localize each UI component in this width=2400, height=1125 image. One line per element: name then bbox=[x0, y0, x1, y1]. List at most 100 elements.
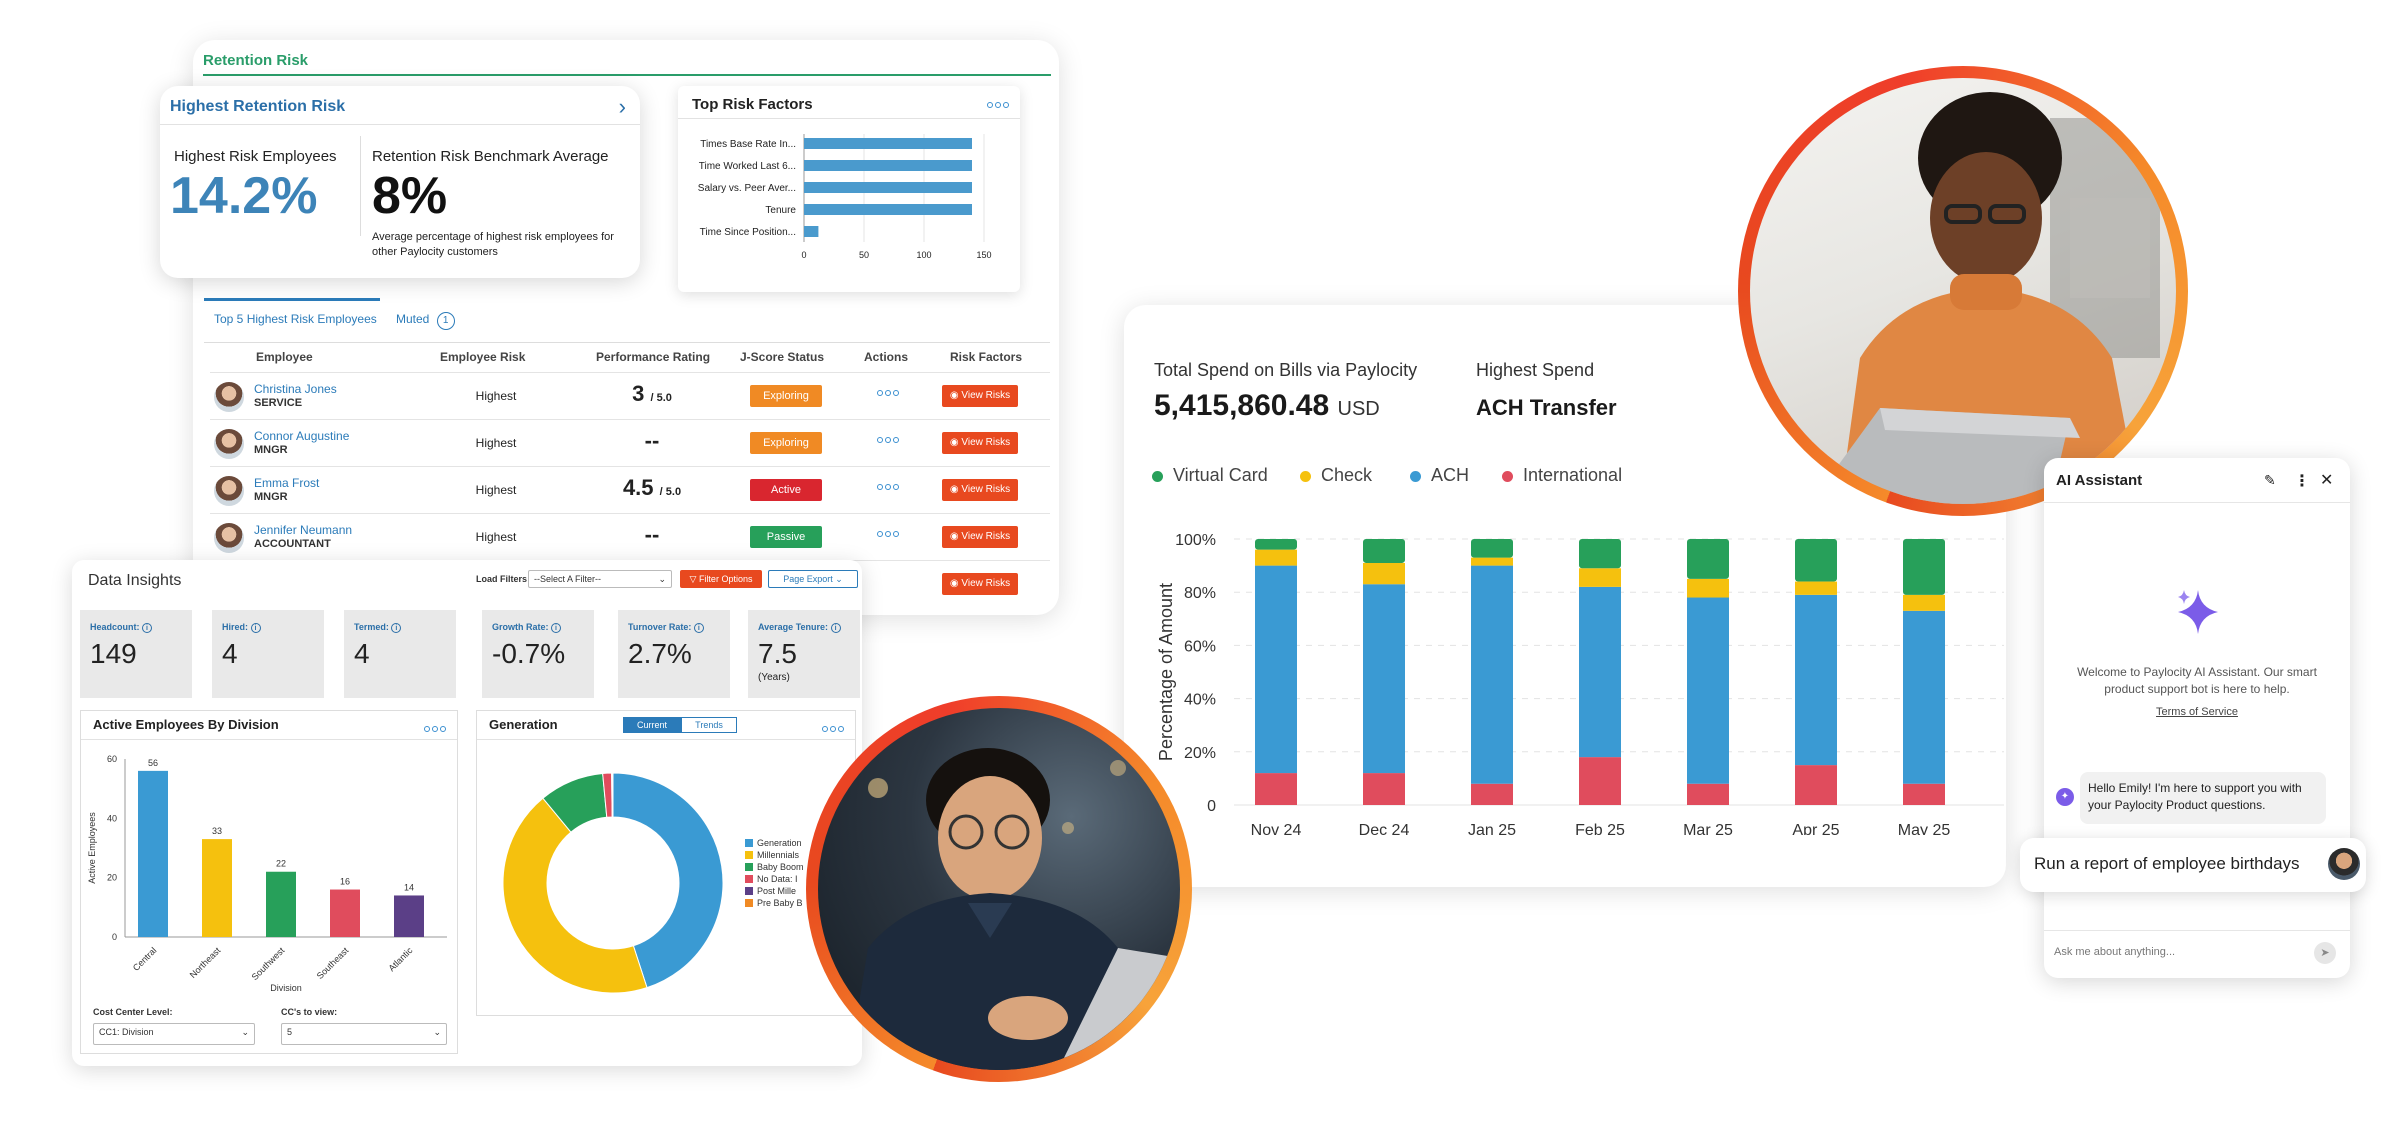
top-risk-factors-card: Top Risk Factors Times Base Rate In... Ti… bbox=[678, 86, 1020, 292]
employee-avatar bbox=[214, 382, 244, 412]
bar-segment-international bbox=[1687, 783, 1729, 805]
legend-check: Check bbox=[1300, 465, 1372, 486]
employee-name[interactable]: Emma Frost bbox=[254, 476, 320, 490]
tab-muted[interactable]: Muted 1 bbox=[396, 312, 455, 330]
x-tick-label: Northeast bbox=[188, 945, 223, 980]
info-icon[interactable]: i bbox=[830, 623, 841, 633]
bar-segment-check bbox=[1255, 549, 1297, 566]
view-risks-button[interactable]: ◉ View Risks bbox=[942, 526, 1018, 548]
col-employee-risk: Employee Risk bbox=[440, 350, 526, 364]
bar-segment-virtual-card bbox=[1903, 539, 1945, 595]
chat-input[interactable]: Ask me about anything... bbox=[2054, 946, 2176, 958]
page-export-button[interactable]: Page Export ⌄ bbox=[768, 570, 858, 588]
ccs-to-view-value: 5 bbox=[287, 1027, 293, 1037]
bar-segment-virtual-card bbox=[1579, 539, 1621, 569]
close-icon[interactable]: ✕ bbox=[2320, 472, 2334, 489]
legend-label: Generation bbox=[757, 838, 802, 848]
col-employee: Employee bbox=[256, 350, 313, 364]
load-filters-label: Load Filters bbox=[476, 574, 528, 584]
stat-label-text: Growth Rate: bbox=[492, 622, 549, 632]
division-bar bbox=[266, 871, 296, 937]
tab-trends[interactable]: Trends bbox=[681, 717, 737, 733]
more-options-icon[interactable] bbox=[868, 482, 908, 493]
employee-name[interactable]: Christina Jones bbox=[254, 382, 337, 396]
stat-label: Growth Rate: i bbox=[492, 622, 562, 633]
jscore-status-badge[interactable]: Active bbox=[750, 479, 822, 501]
info-icon[interactable]: i bbox=[391, 623, 402, 633]
y-tick-label: 80% bbox=[1184, 585, 1216, 602]
man-laptop-photo bbox=[818, 708, 1180, 1070]
stat-value: 4 bbox=[222, 638, 238, 669]
employee-name[interactable]: Jennifer Neumann bbox=[254, 523, 353, 537]
view-risks-button[interactable]: ◉ View Risks bbox=[942, 385, 1018, 407]
stat-label: Headcount: i bbox=[90, 622, 153, 633]
data-insights-title: Data Insights bbox=[88, 572, 182, 589]
more-options-icon[interactable] bbox=[868, 435, 908, 446]
generation-donut-chart: Generation Millennials Baby Boom No Data: I… bbox=[502, 772, 804, 994]
more-vertical-icon[interactable]: ⋮ bbox=[2294, 473, 2310, 490]
tab-top5[interactable]: Top 5 Highest Risk Employees bbox=[214, 312, 377, 326]
more-options-icon[interactable] bbox=[423, 719, 447, 737]
view-risks-button[interactable]: ◉ View Risks bbox=[942, 573, 1018, 595]
legend-swatch bbox=[745, 851, 753, 859]
filter-options-button[interactable]: ▽ Filter Options bbox=[680, 570, 762, 588]
stat-label-text: Termed: bbox=[354, 622, 389, 632]
rating-value: 4.5 bbox=[622, 475, 654, 500]
info-icon[interactable]: i bbox=[142, 623, 153, 633]
employee-avatar bbox=[214, 523, 244, 553]
legend-swatch bbox=[1300, 470, 1311, 482]
view-risks-label: View Risks bbox=[961, 531, 1011, 542]
legend-label: Virtual Card bbox=[1173, 465, 1268, 485]
filter-select[interactable]: --Select A Filter-- ⌄ bbox=[528, 570, 672, 588]
edit-icon[interactable]: ✎ bbox=[2264, 472, 2276, 488]
bar-segment-ach bbox=[1579, 586, 1621, 758]
legend-label: No Data: I bbox=[757, 874, 798, 884]
bar-segment-check bbox=[1795, 581, 1837, 595]
stat-label-text: Turnover Rate: bbox=[628, 622, 692, 632]
bar-segment-virtual-card bbox=[1795, 539, 1837, 582]
info-icon[interactable]: i bbox=[693, 623, 704, 633]
bar-segment-international bbox=[1255, 773, 1297, 805]
division-bar bbox=[394, 895, 424, 937]
info-icon[interactable]: i bbox=[250, 623, 261, 633]
terms-of-service-link[interactable]: Terms of Service bbox=[2156, 706, 2238, 718]
bar-segment-ach bbox=[1471, 565, 1513, 784]
more-options-icon[interactable] bbox=[821, 719, 845, 737]
highest-risk-employees-label: Highest Risk Employees bbox=[174, 148, 337, 165]
ccs-to-view-select[interactable]: 5 ⌄ bbox=[281, 1023, 447, 1045]
y-tick-label: 40% bbox=[1184, 692, 1216, 709]
ai-assistant-panel: AI Assistant ✎ ⋮ ✕ Welcome to Paylocity … bbox=[2044, 458, 2350, 978]
view-risks-button[interactable]: ◉ View Risks bbox=[942, 479, 1018, 501]
legend-label: ACH bbox=[1431, 465, 1470, 485]
donut-slice bbox=[502, 797, 648, 994]
chevron-down-icon: ⌄ bbox=[433, 1027, 441, 1037]
chevron-right-icon[interactable]: › bbox=[618, 94, 626, 119]
more-options-icon[interactable] bbox=[868, 529, 908, 540]
cost-center-level-label: Cost Center Level: bbox=[93, 1007, 173, 1017]
jscore-status-badge[interactable]: Passive bbox=[750, 526, 822, 548]
risk-factor-label: Time Since Position... bbox=[700, 227, 796, 238]
view-risks-button[interactable]: ◉ View Risks bbox=[942, 432, 1018, 454]
x-tick-label: 50 bbox=[859, 250, 869, 260]
legend-swatch bbox=[745, 839, 753, 847]
data-label: 56 bbox=[148, 758, 158, 768]
info-icon[interactable]: i bbox=[551, 623, 562, 633]
legend-swatch bbox=[1410, 470, 1421, 482]
jscore-status-badge[interactable]: Exploring bbox=[750, 385, 822, 407]
legend-international: International bbox=[1502, 465, 1622, 486]
cost-center-select[interactable]: CC1: Division ⌄ bbox=[93, 1023, 255, 1045]
x-tick-label: Nov 24 bbox=[1251, 822, 1302, 835]
employee-name[interactable]: Connor Augustine bbox=[254, 429, 350, 443]
send-icon[interactable]: ➤ bbox=[2314, 942, 2336, 964]
tab-current[interactable]: Current bbox=[623, 717, 681, 733]
bar-segment-ach bbox=[1255, 565, 1297, 774]
divider bbox=[203, 74, 1051, 76]
more-options-icon[interactable] bbox=[868, 388, 908, 399]
top-risk-factors-chart: Times Base Rate In... Time Worked Last 6.… bbox=[698, 134, 992, 260]
stat-label-text: Headcount: bbox=[90, 622, 140, 632]
employee-role: ACCOUNTANT bbox=[254, 538, 331, 550]
more-options-icon[interactable] bbox=[986, 95, 1010, 113]
highest-retention-risk-header[interactable]: Highest Retention Risk bbox=[170, 98, 346, 115]
eye-icon: ◉ bbox=[949, 578, 962, 589]
jscore-status-badge[interactable]: Exploring bbox=[750, 432, 822, 454]
